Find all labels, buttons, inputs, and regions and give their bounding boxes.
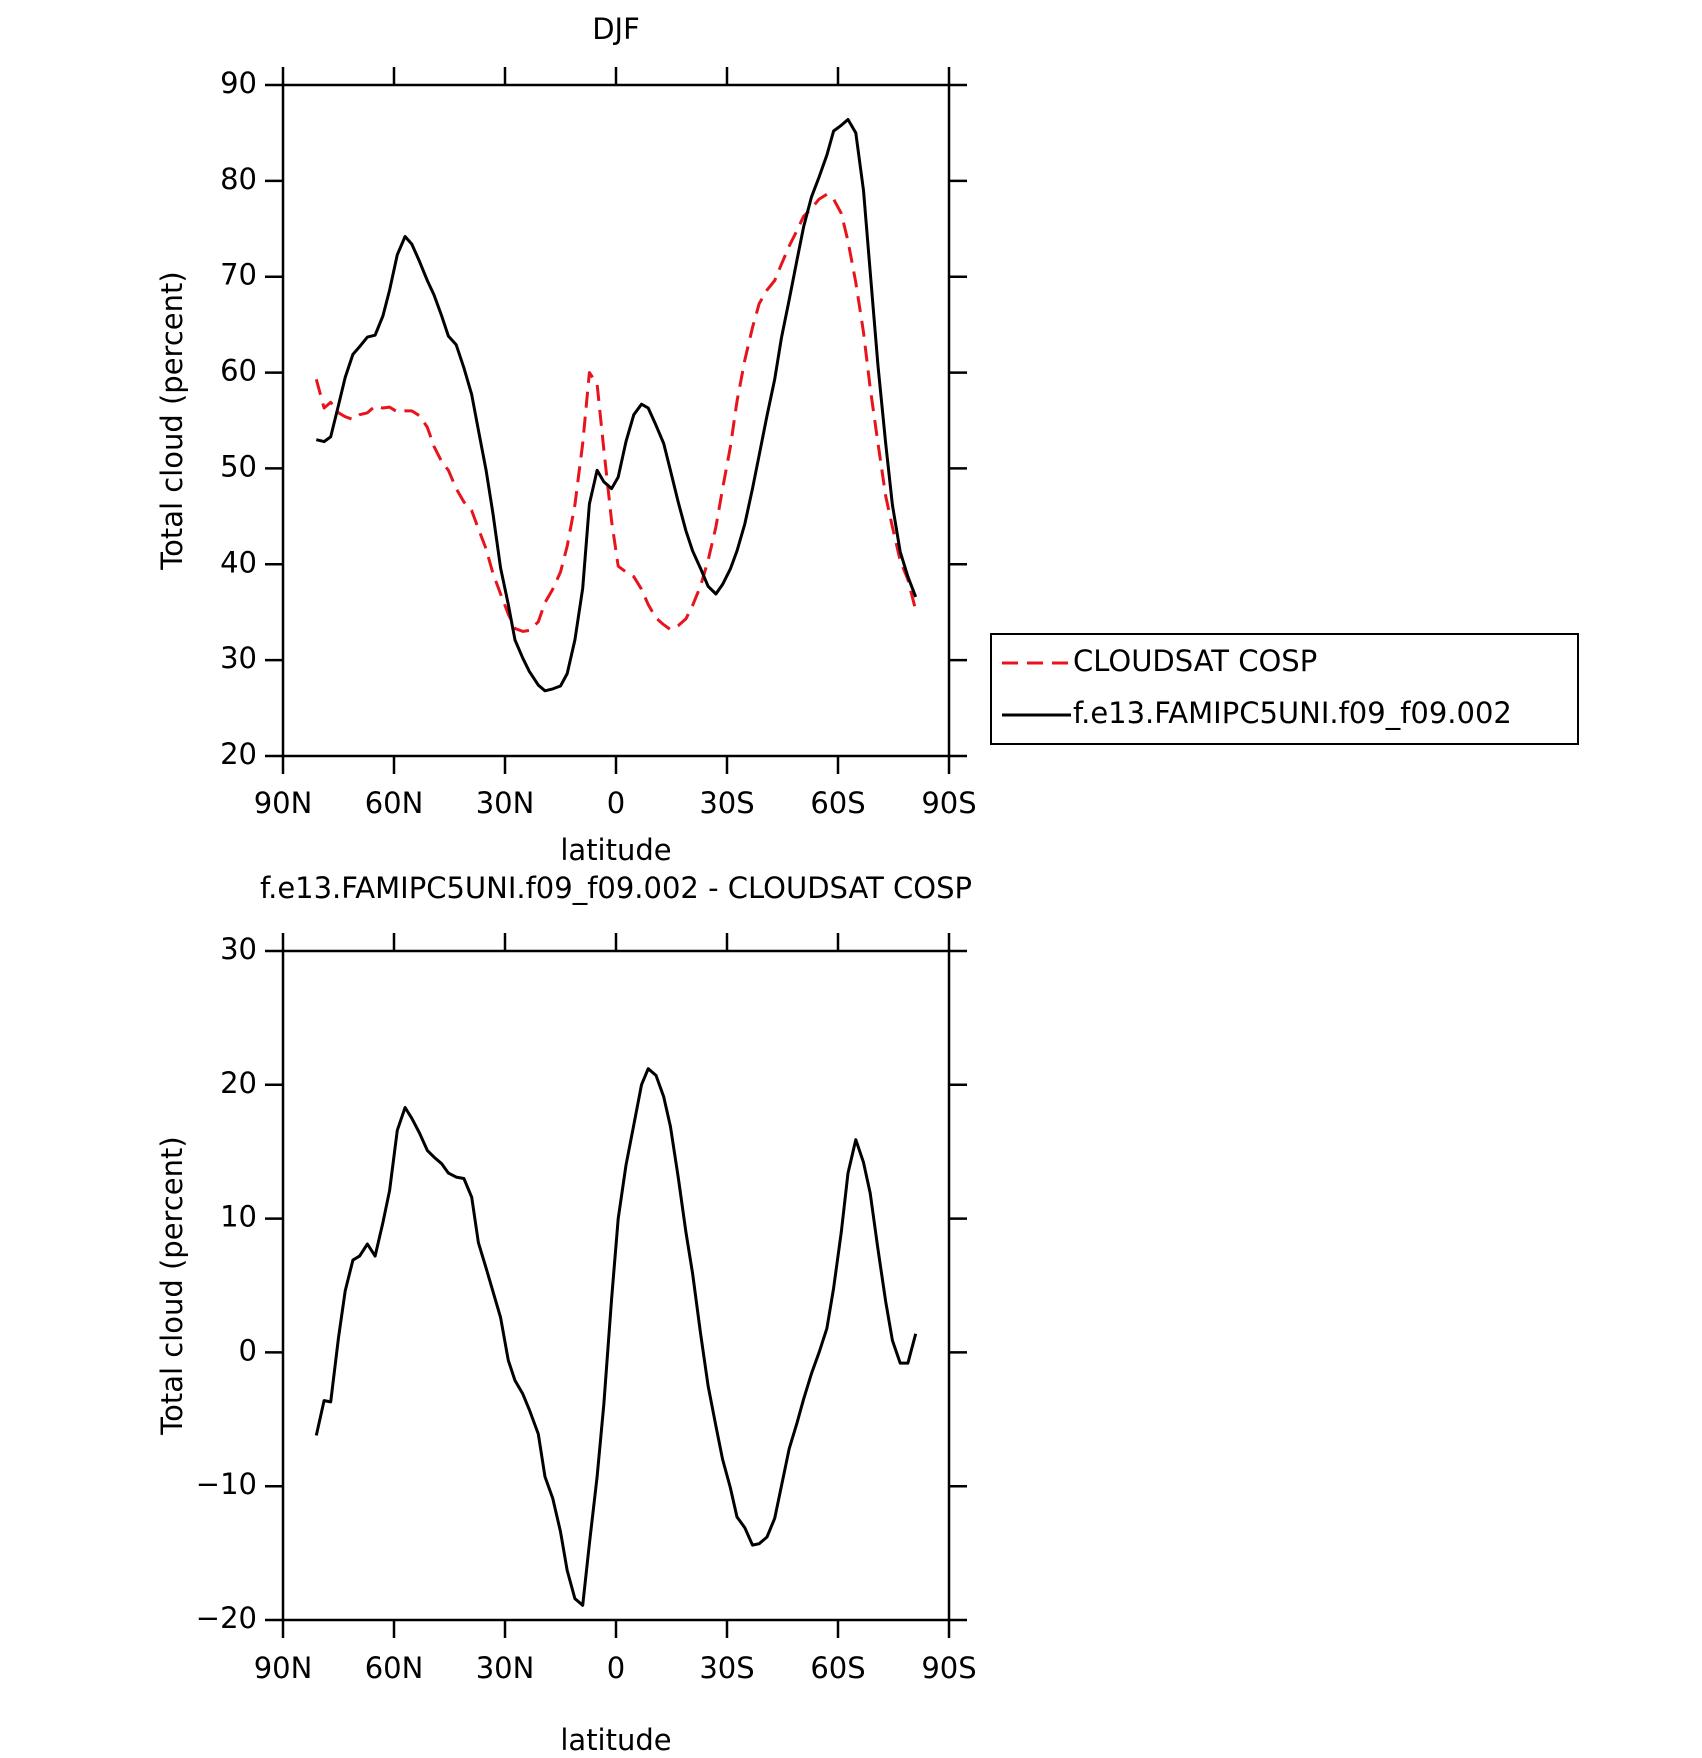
y-axis-label: Total cloud (percent): [155, 271, 189, 570]
x-tick-label: 60S: [810, 786, 865, 820]
x-tick-label: 60S: [810, 1651, 865, 1685]
data-line: [315, 118, 918, 693]
x-tick-label: 60N: [365, 1651, 424, 1685]
x-tick-label: 60N: [365, 786, 424, 820]
y-tick-label: 70: [220, 258, 257, 292]
x-tick-label: 0: [607, 786, 625, 820]
y-tick-label: −20: [196, 1601, 257, 1635]
data-line: [314, 192, 918, 633]
y-tick-label: 0: [239, 1333, 257, 1367]
x-tick-label: 90S: [921, 786, 976, 820]
y-axis-label: Total cloud (percent): [155, 1136, 189, 1435]
y-tick-label: 90: [220, 66, 257, 100]
x-tick-label: 30N: [476, 1651, 535, 1685]
x-tick-label: 90S: [921, 1651, 976, 1685]
x-tick-label: 30S: [699, 786, 754, 820]
x-axis-label: latitude: [560, 833, 671, 867]
legend-box: [990, 633, 1579, 745]
chart-title: DJF: [592, 12, 640, 46]
y-tick-label: −10: [196, 1467, 257, 1501]
y-tick-label: 20: [220, 737, 257, 771]
x-tick-label: 0: [607, 1651, 625, 1685]
y-tick-label: 30: [220, 641, 257, 675]
y-tick-label: 30: [220, 932, 257, 966]
legend-label: f.e13.FAMIPC5UNI.f09_f09.002: [1073, 696, 1512, 730]
x-tick-label: 90N: [254, 786, 313, 820]
plot-frame: [281, 949, 951, 1622]
plot-frame: [281, 83, 951, 758]
x-tick-label: 30N: [476, 786, 535, 820]
x-tick-label: 30S: [699, 1651, 754, 1685]
data-line: [314, 1067, 918, 1607]
y-tick-label: 60: [220, 354, 257, 388]
legend-label: CLOUDSAT COSP: [1073, 644, 1317, 678]
y-tick-label: 10: [220, 1200, 257, 1234]
y-tick-label: 50: [220, 449, 257, 483]
x-tick-label: 90N: [254, 1651, 313, 1685]
chart-title: f.e13.FAMIPC5UNI.f09_f09.002 - CLOUDSAT …: [260, 871, 972, 905]
y-tick-label: 40: [220, 545, 257, 579]
y-tick-label: 20: [220, 1066, 257, 1100]
y-tick-label: 80: [220, 162, 257, 196]
x-axis-label: latitude: [560, 1723, 671, 1757]
